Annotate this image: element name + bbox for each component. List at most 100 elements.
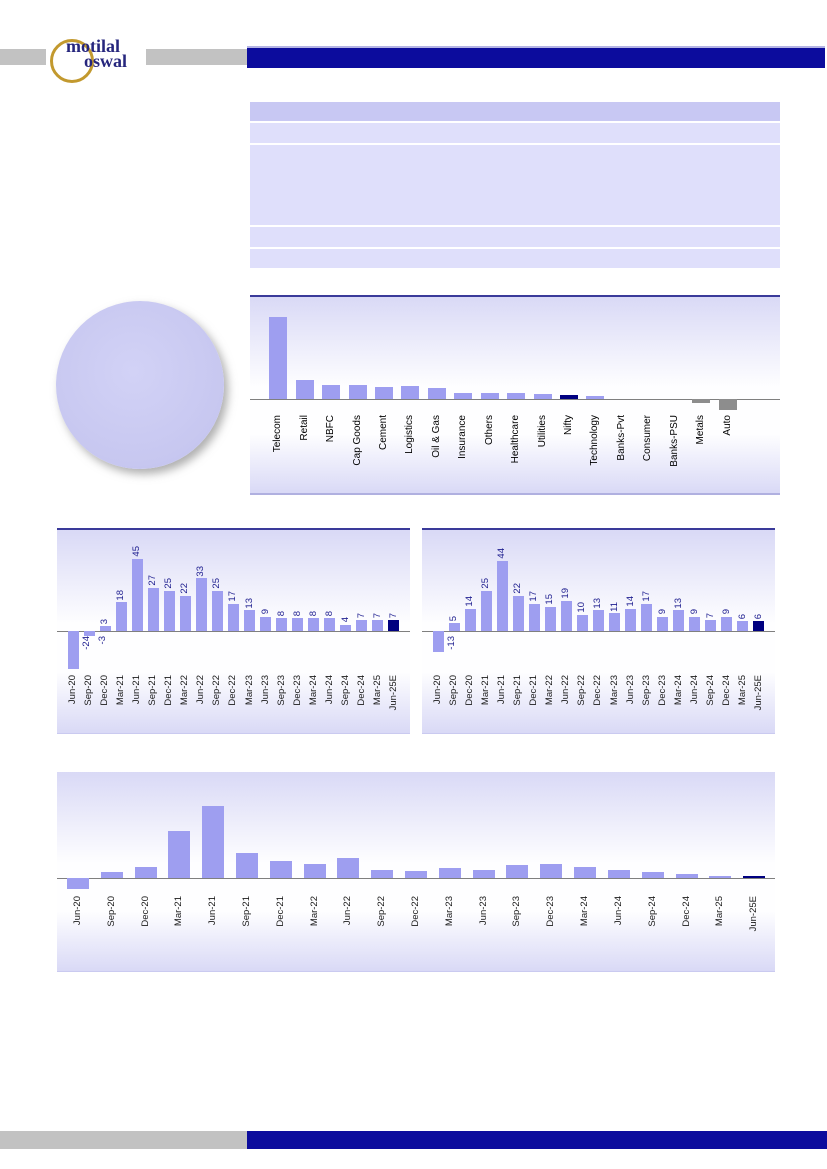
bar-Mar-22 (179, 595, 191, 631)
bar-slot: 13 (590, 530, 606, 671)
x-tick-slot: Jun-23 (467, 892, 501, 970)
value-label: 4 (339, 617, 351, 623)
bar-slot (582, 297, 608, 411)
bar-slot: 44 (494, 530, 510, 671)
value-label: 7 (371, 612, 383, 618)
x-tick-label: Dec-24 (720, 675, 732, 706)
x-tick-label: Mar-25 (371, 675, 383, 706)
x-tick-label: Dec-23 (656, 675, 668, 706)
bar-Mar-24 (673, 610, 685, 631)
value-label: 6 (736, 614, 748, 620)
x-tick-label: Mar-21 (173, 896, 185, 927)
x-tick-label: Others (483, 415, 495, 446)
bar-slot (264, 772, 298, 892)
x-tick-label: Sep-23 (511, 896, 523, 927)
bar-Sep-23 (276, 618, 288, 631)
table-row (250, 227, 780, 247)
bar-slot: 7 (386, 530, 402, 671)
bar-slot (344, 297, 370, 411)
bar-Oil & Gas (427, 387, 446, 399)
bar-Dec-24 (721, 616, 733, 631)
x-tick-label: Dec-21 (274, 896, 286, 927)
x-tick-label: Dec-23 (545, 896, 557, 927)
bar-slot: 9 (655, 530, 671, 671)
bar-Jun-21 (202, 806, 225, 878)
bar-slot (714, 297, 740, 411)
x-tick-label: Dec-20 (139, 896, 151, 927)
x-tick-label: Mar-21 (480, 675, 492, 706)
bar-slot (291, 297, 317, 411)
value-label: 25 (211, 578, 223, 589)
x-tick-slot: Sep-23 (639, 671, 655, 734)
x-tick-slot: Dec-21 (264, 892, 298, 970)
x-tick-slot: Nifty (556, 411, 582, 495)
x-tick-label: Sep-21 (512, 675, 524, 706)
x-tick-label: Cap Goods (351, 415, 363, 466)
sector-bar-chart: Telecom Retail NBFC Cap Goods Cement Logistic… (250, 295, 780, 495)
logo-line1: motilal (66, 36, 120, 56)
x-tick-label: Mar-24 (579, 896, 591, 927)
value-label: 8 (323, 610, 335, 617)
value-label: 19 (560, 588, 572, 599)
bar-slot (662, 297, 688, 411)
x-tick-slot: Sep-23 (274, 671, 290, 734)
x-tick-label: Mar-21 (115, 675, 127, 706)
x-tick-slot: Mar-21 (113, 671, 129, 734)
x-tick-label: Sep-24 (704, 675, 716, 706)
x-tick-label: Mar-25 (714, 896, 726, 927)
bar-Sep-23 (641, 603, 653, 631)
bar-slot (196, 772, 230, 892)
x-tick-slot: Banks-Pvt (609, 411, 635, 495)
x-tick-slot: Sep-20 (95, 892, 129, 970)
footer-gray-bar (0, 1131, 247, 1149)
bar-slot: 14 (462, 530, 478, 671)
bar-Jun-23 (472, 869, 495, 878)
x-tick-label: Jun-24 (612, 896, 624, 926)
bar-slot: 25 (209, 530, 225, 671)
bar-Sep-24 (705, 619, 717, 631)
bar-Technology (586, 395, 605, 399)
bar-Others (480, 392, 499, 399)
x-tick-label: Jun-25E (752, 675, 764, 711)
bar-slot: 8 (306, 530, 322, 671)
x-tick-label: Jun-20 (71, 896, 83, 926)
x-tick-label: Mar-22 (308, 896, 320, 927)
bar-Dec-23 (657, 616, 669, 631)
value-label: 22 (512, 583, 524, 594)
x-tick-slot: Mar-24 (306, 671, 322, 734)
value-label: 22 (179, 583, 191, 594)
x-tick-slot: Dec-22 (399, 892, 433, 970)
bar-Mar-21 (480, 591, 492, 631)
bar-Sep-22 (211, 591, 223, 631)
bar-slot: 45 (129, 530, 145, 671)
value-label: 7 (387, 612, 399, 618)
x-tick-slot: Jun-20 (61, 892, 95, 970)
x-tick-label: Sep-24 (646, 896, 658, 927)
bar-Dec-22 (227, 603, 239, 631)
bar-slot: -3 (81, 530, 108, 671)
x-tick-label: Sep-23 (640, 675, 652, 706)
table-row (250, 123, 780, 143)
x-tick-label: Mar-24 (672, 675, 684, 706)
x-tick-label: Jun-22 (342, 896, 354, 926)
bar-slot: 15 (542, 530, 558, 671)
bar-slot (467, 772, 501, 892)
bar-slot (529, 297, 555, 411)
value-label: 13 (592, 597, 604, 609)
x-tick-slot: Mar-25 (370, 671, 386, 734)
bar-slot: 9 (687, 530, 703, 671)
value-label: 17 (528, 591, 540, 602)
x-axis-line (57, 631, 410, 632)
bar-slot (371, 297, 397, 411)
x-tick-slot: Jun-25E (386, 671, 402, 734)
x-tick-slot: Sep-20 (81, 671, 97, 734)
bar-Cement (374, 386, 393, 399)
x-axis-line (250, 399, 780, 400)
value-label: 15 (544, 594, 556, 605)
value-label: 33 (195, 565, 207, 577)
plot-area: -13 5 14 25 44 22 17 15 19 10 13 11 14 17 9 13 9 7 9 6 6 (422, 530, 775, 671)
bar-slot: 9 (719, 530, 735, 671)
x-tick-slot: Sep-22 (365, 892, 399, 970)
bar-Sep-20 (83, 631, 95, 636)
